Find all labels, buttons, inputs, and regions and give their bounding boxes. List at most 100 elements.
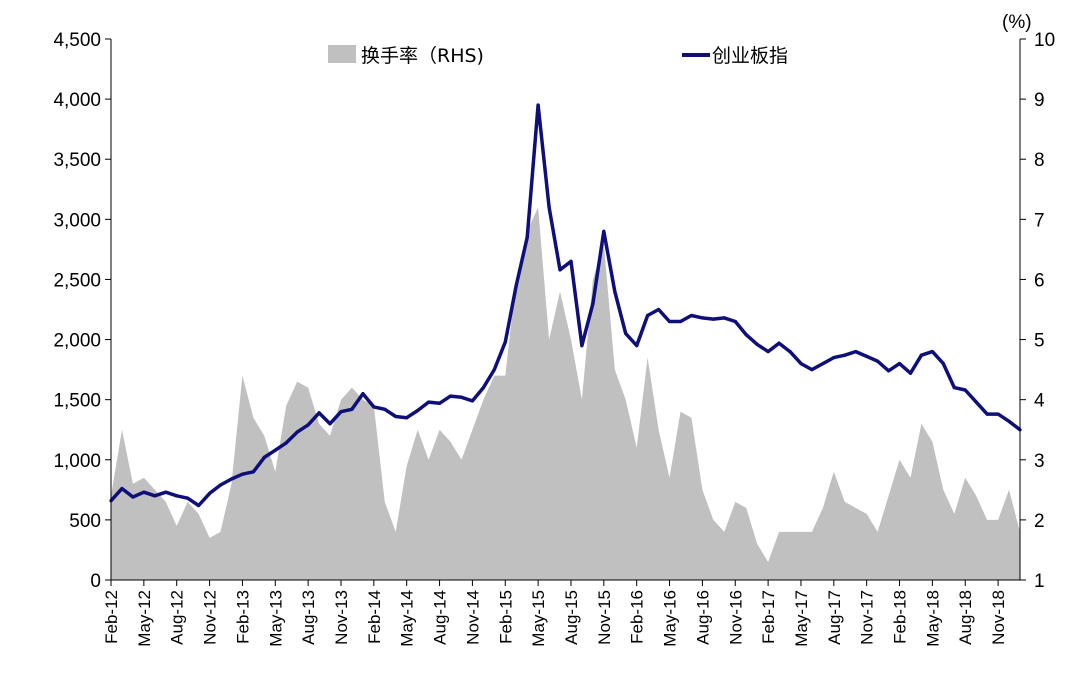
index-point: [492, 368, 496, 372]
index-point: [394, 414, 398, 419]
labels-layer: 0 500 1,000 1,500 2,000 2,500 3,000 3,500 4,000 4…: [53, 30, 1055, 647]
index-point: [120, 487, 124, 491]
index-point: [284, 441, 288, 445]
index-point: [689, 313, 694, 318]
index-point: [897, 362, 902, 366]
index-point: [481, 386, 485, 390]
x-axis-tick-label: Nov-17: [858, 590, 877, 645]
left-axis-tick-label: 1,500: [53, 391, 101, 412]
index-point: [624, 331, 628, 336]
index-point: [153, 494, 157, 498]
index-line-series: [109, 103, 1022, 508]
x-axis-tick-label: Feb-17: [759, 590, 778, 644]
x-axis-tick-label: Aug-18: [956, 590, 975, 645]
legend-area-swatch: [328, 45, 356, 63]
right-axis-tick-label: 6: [1034, 270, 1045, 291]
index-point: [306, 423, 310, 427]
index-point: [525, 235, 529, 239]
index-point: [908, 371, 913, 375]
right-axis-tick-label: 2: [1034, 511, 1045, 532]
index-point: [131, 495, 135, 499]
index-point: [240, 472, 244, 476]
left-axis-tick-label: 4,000: [53, 90, 101, 111]
index-point: [1007, 419, 1011, 423]
x-axis-tick-label: Nov-13: [332, 590, 351, 645]
index-point: [470, 399, 474, 403]
turnover-area-layer: [111, 207, 1020, 581]
index-point: [613, 289, 617, 294]
left-axis-tick-label: 500: [69, 511, 101, 532]
index-point: [251, 470, 255, 474]
index-point: [646, 313, 650, 318]
x-axis-tick-label: Aug-17: [825, 590, 844, 645]
index-point: [262, 455, 266, 459]
index-point: [580, 344, 584, 348]
index-line-layer: [109, 103, 1022, 508]
right-axis-tick-label: 5: [1034, 331, 1045, 352]
turnover-area-series: [111, 207, 1020, 581]
index-point: [295, 430, 299, 434]
legend-index-label: 创业板指: [712, 45, 788, 67]
index-point: [218, 483, 223, 487]
x-axis-tick-label: Aug-16: [693, 590, 712, 645]
index-point: [459, 395, 464, 399]
index-point: [952, 386, 956, 390]
index-point: [941, 362, 945, 366]
index-point: [142, 490, 146, 494]
index-point: [547, 205, 551, 209]
index-point: [164, 490, 168, 494]
index-point: [766, 350, 770, 354]
left-axis-tick-label: 1,000: [53, 451, 101, 472]
x-axis-tick-label: May-18: [923, 590, 942, 647]
index-point: [733, 319, 737, 324]
index-point: [350, 407, 354, 411]
left-axis-tick-label: 4,500: [53, 30, 101, 51]
right-axis-tick-label: 4: [1034, 391, 1045, 412]
index-point: [317, 411, 321, 415]
x-axis-tick-label: Feb-12: [102, 590, 121, 644]
index-point: [197, 503, 201, 508]
x-axis-tick-label: May-13: [266, 590, 285, 647]
index-point: [383, 407, 387, 411]
index-point: [810, 368, 814, 372]
index-point: [788, 350, 792, 354]
index-point: [208, 491, 212, 495]
index-point: [678, 319, 683, 324]
index-point: [514, 283, 518, 288]
left-axis-tick-label: 2,000: [53, 331, 101, 352]
index-point: [996, 412, 1000, 416]
right-axis-tick-label: 7: [1034, 210, 1045, 231]
index-point: [229, 477, 234, 481]
index-point: [416, 408, 420, 413]
index-point: [372, 405, 376, 409]
x-axis-tick-label: May-12: [135, 590, 154, 647]
x-axis-tick-label: May-14: [398, 590, 417, 647]
index-point: [799, 362, 803, 366]
index-point: [876, 359, 880, 363]
x-axis-tick-label: Aug-12: [168, 590, 187, 645]
index-point: [427, 400, 431, 404]
right-axis-unit-label: (%): [1002, 12, 1032, 33]
left-axis-tick-label: 2,500: [53, 270, 101, 291]
index-point: [503, 340, 507, 344]
legend: 换手率（RHS) 创业板指: [328, 45, 788, 67]
right-axis-tick-label: 9: [1034, 90, 1045, 111]
x-axis-tick-label: Aug-13: [299, 590, 318, 645]
x-axis-tick-label: May-15: [529, 590, 548, 647]
index-point: [657, 307, 661, 312]
index-point: [985, 412, 989, 416]
index-point: [361, 392, 365, 396]
left-axis-tick-label: 3,500: [53, 150, 101, 171]
index-point: [744, 333, 748, 337]
x-axis-tick-label: May-17: [792, 590, 811, 647]
x-axis-tick-label: Feb-14: [365, 590, 384, 644]
index-point: [832, 356, 836, 360]
index-point: [963, 388, 967, 392]
x-axis-tick-label: Aug-15: [562, 590, 581, 645]
legend-turnover-label: 换手率（RHS): [361, 45, 484, 67]
axes-layer: [105, 38, 1026, 586]
index-point: [448, 394, 453, 398]
index-point: [722, 316, 726, 320]
